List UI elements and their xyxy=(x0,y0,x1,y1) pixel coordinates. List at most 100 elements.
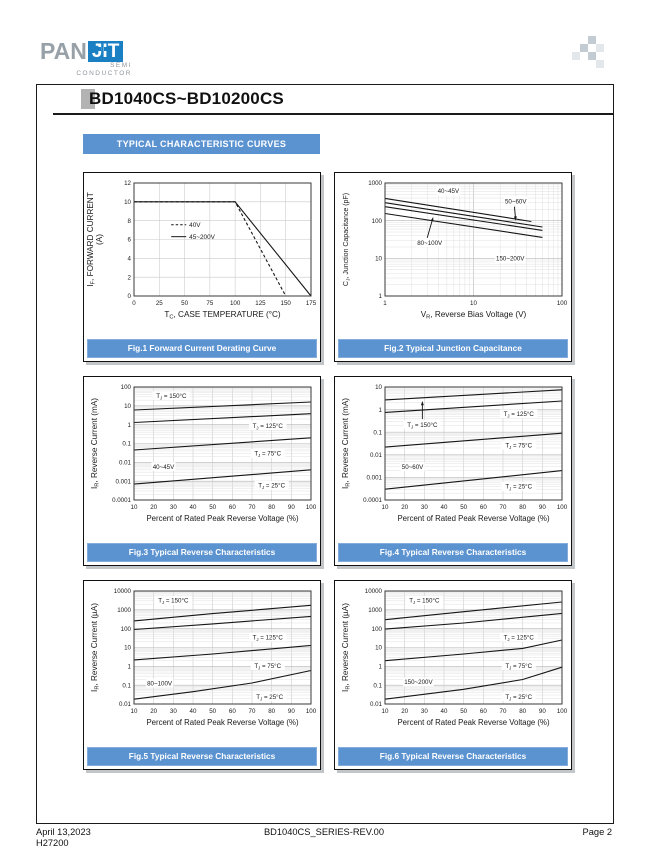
svg-text:100: 100 xyxy=(306,708,317,715)
svg-text:0.1: 0.1 xyxy=(122,682,131,689)
svg-text:100: 100 xyxy=(306,504,317,511)
svg-text:TJ = 25°C: TJ = 25°C xyxy=(505,484,532,492)
figure-3: TJ = 150°C TJ = 125°C TJ = 75°C TJ = 25°C 40… xyxy=(83,376,321,566)
svg-text:60: 60 xyxy=(229,708,236,715)
figure-4-caption: Fig.4 Typical Reverse Characteristics xyxy=(338,543,568,562)
svg-text:100: 100 xyxy=(230,300,241,307)
figure-1: 40V 45~200V 0 25 50 75 100 125 150 175 0 2 4 6 8 10 12 TC… xyxy=(83,172,321,362)
figure-6-caption: Fig.6 Typical Reverse Characteristics xyxy=(338,747,568,766)
logo-pan-text: PAN xyxy=(40,38,87,64)
svg-text:1: 1 xyxy=(379,407,383,414)
svg-text:70: 70 xyxy=(249,708,256,715)
svg-text:TJ = 125°C: TJ = 125°C xyxy=(504,411,535,419)
svg-text:90: 90 xyxy=(539,504,546,511)
svg-text:10: 10 xyxy=(131,504,138,511)
logo-dots-icon xyxy=(96,35,111,56)
figure-6: TJ = 150°C TJ = 125°C TJ = 75°C TJ = 25°C 15… xyxy=(334,580,572,770)
content-frame: BD1040CS~BD10200CS TYPICAL CHARACTERISTI… xyxy=(36,84,614,824)
svg-text:10: 10 xyxy=(375,256,382,263)
panjit-logo: PAN JIT SEMI CONDUCTOR xyxy=(40,34,132,78)
svg-text:0.1: 0.1 xyxy=(122,441,131,448)
svg-text:TC, CASE TEMPERATURE (°C): TC, CASE TEMPERATURE (°C) xyxy=(164,310,281,321)
svg-text:60: 60 xyxy=(229,504,236,511)
svg-text:30: 30 xyxy=(421,504,428,511)
svg-text:1: 1 xyxy=(128,664,132,671)
svg-text:10: 10 xyxy=(124,199,131,206)
svg-text:IF, FORWARD CURRENT: IF, FORWARD CURRENT xyxy=(86,192,97,286)
svg-text:45~200V: 45~200V xyxy=(189,234,216,241)
svg-text:70: 70 xyxy=(500,504,507,511)
svg-text:Percent of Rated Peak Reverse: Percent of Rated Peak Reverse Voltage (%… xyxy=(146,514,299,523)
svg-text:Percent of Rated Peak Reverse: Percent of Rated Peak Reverse Voltage (%… xyxy=(397,718,550,727)
svg-text:0.01: 0.01 xyxy=(370,452,383,459)
svg-text:40~45V: 40~45V xyxy=(438,188,460,195)
svg-text:175: 175 xyxy=(306,300,317,307)
svg-text:TJ = 125°C: TJ = 125°C xyxy=(253,635,284,643)
svg-text:IR, Reverse Current (mA): IR, Reverse Current (mA) xyxy=(90,398,101,489)
svg-text:20: 20 xyxy=(150,708,157,715)
svg-text:CJ, Junction Capacitance (pF): CJ, Junction Capacitance (pF) xyxy=(343,193,352,286)
svg-text:TJ = 150°C: TJ = 150°C xyxy=(407,422,438,430)
svg-text:10: 10 xyxy=(375,384,382,391)
svg-text:10000: 10000 xyxy=(365,588,383,595)
svg-text:1: 1 xyxy=(383,300,387,307)
svg-text:0.01: 0.01 xyxy=(119,460,132,467)
svg-text:60: 60 xyxy=(480,708,487,715)
svg-text:TJ = 25°C: TJ = 25°C xyxy=(258,483,285,491)
logo-conductor-text: CONDUCTOR xyxy=(76,70,132,77)
figure-5: TJ = 150°C TJ = 125°C TJ = 75°C TJ = 25°C 80… xyxy=(83,580,321,770)
fig5-chart: TJ = 150°C TJ = 125°C TJ = 75°C TJ = 25°C 80… xyxy=(90,588,317,727)
svg-text:100: 100 xyxy=(557,300,568,307)
svg-text:1000: 1000 xyxy=(117,607,131,614)
svg-text:70: 70 xyxy=(500,708,507,715)
footer-page-number: Page 2 xyxy=(582,827,612,837)
svg-text:20: 20 xyxy=(401,504,408,511)
svg-text:VR, Reverse Bias Voltage (V): VR, Reverse Bias Voltage (V) xyxy=(421,310,527,321)
svg-text:TJ = 150°C: TJ = 150°C xyxy=(158,598,189,606)
svg-text:40: 40 xyxy=(441,504,448,511)
svg-text:50: 50 xyxy=(209,708,216,715)
svg-text:TJ = 75°C: TJ = 75°C xyxy=(505,663,532,671)
svg-text:10: 10 xyxy=(382,504,389,511)
svg-text:90: 90 xyxy=(539,708,546,715)
fig2-chart: 40~45V 50~60V 80~100V 150~200V 1 10 100 1 10 100 1… xyxy=(343,180,568,321)
svg-text:80~100V: 80~100V xyxy=(417,240,443,247)
svg-text:25: 25 xyxy=(156,300,163,307)
svg-text:1000: 1000 xyxy=(368,607,382,614)
svg-text:50~60V: 50~60V xyxy=(505,198,527,205)
svg-text:80: 80 xyxy=(519,504,526,511)
svg-text:80: 80 xyxy=(268,708,275,715)
svg-text:0.1: 0.1 xyxy=(373,682,382,689)
svg-text:150: 150 xyxy=(281,300,292,307)
svg-text:0.01: 0.01 xyxy=(370,701,383,708)
svg-text:0: 0 xyxy=(132,300,136,307)
svg-text:80: 80 xyxy=(519,708,526,715)
figure-2-caption: Fig.2 Typical Junction Capacitance xyxy=(338,339,568,358)
svg-text:70: 70 xyxy=(249,504,256,511)
svg-text:IR, Reverse Current (mA): IR, Reverse Current (mA) xyxy=(341,398,352,489)
svg-text:1: 1 xyxy=(379,293,383,300)
fig1-chart: 40V 45~200V 0 25 50 75 100 125 150 175 0 2 4 6 8 10 12 TC… xyxy=(86,180,317,321)
svg-text:50: 50 xyxy=(460,504,467,511)
svg-text:1: 1 xyxy=(379,664,383,671)
svg-text:150~200V: 150~200V xyxy=(404,679,433,686)
svg-text:80: 80 xyxy=(268,504,275,511)
svg-text:0.001: 0.001 xyxy=(367,475,383,482)
svg-text:10000: 10000 xyxy=(114,588,132,595)
title-marker xyxy=(81,89,95,109)
svg-text:100: 100 xyxy=(557,708,568,715)
figure-1-caption: Fig.1 Forward Current Derating Curve xyxy=(87,339,317,358)
footer-doc-code: H27200 xyxy=(36,838,69,848)
title-divider xyxy=(53,113,613,115)
svg-text:90: 90 xyxy=(288,504,295,511)
svg-text:40: 40 xyxy=(441,708,448,715)
svg-text:100: 100 xyxy=(372,626,383,633)
fig4-chart: TJ = 150°C TJ = 125°C TJ = 75°C TJ = 25°C 50… xyxy=(341,384,568,523)
svg-text:80~100V: 80~100V xyxy=(147,680,173,687)
svg-text:10: 10 xyxy=(124,403,131,410)
svg-text:150~200V: 150~200V xyxy=(496,256,525,263)
figure-2: 40~45V 50~60V 80~100V 150~200V 1 10 100 1 10 100 1… xyxy=(334,172,572,362)
svg-text:6: 6 xyxy=(128,237,132,244)
logo-jit-box: JIT xyxy=(87,41,124,62)
footer-date: April 13,2023 xyxy=(36,827,91,837)
